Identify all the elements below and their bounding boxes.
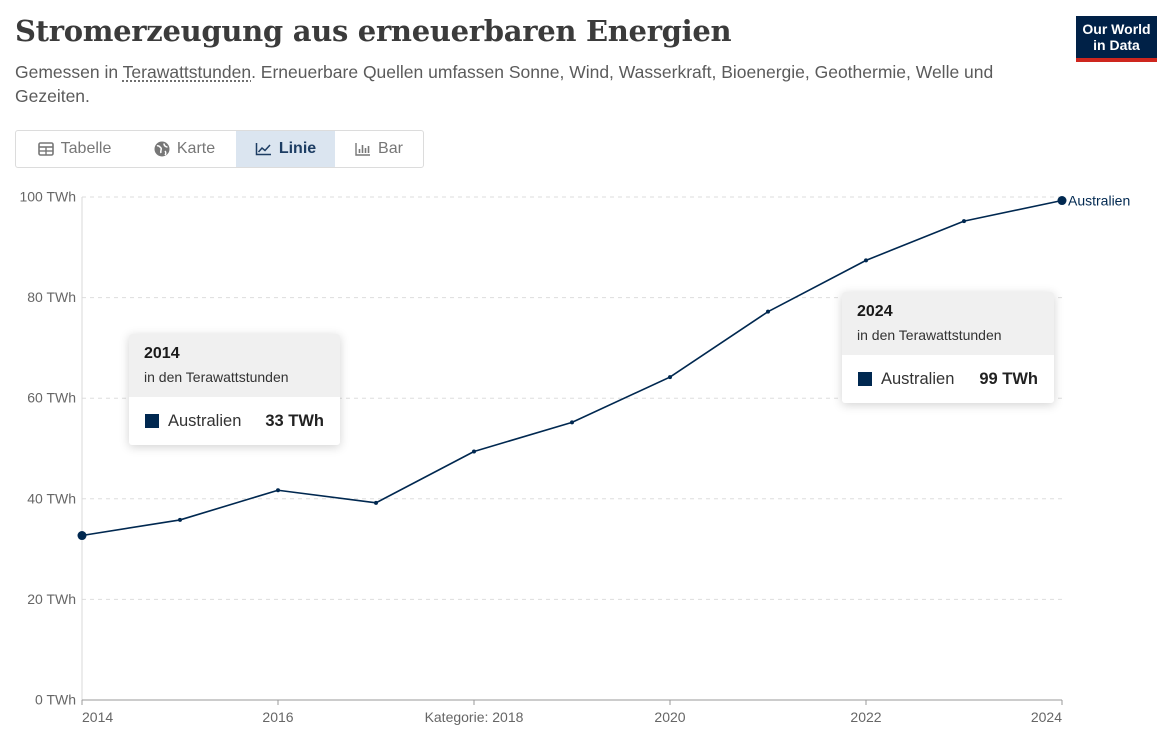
x-tick-label: 2016: [262, 709, 293, 725]
x-tick-label: Kategorie: 2018: [425, 709, 524, 725]
tab-label: Linie: [278, 140, 317, 157]
y-tick-label: 40 TWh: [27, 490, 76, 506]
x-tick-label: 2022: [850, 709, 881, 725]
tooltip-header: 2024 in den Terawattstunden: [842, 292, 1054, 355]
table-icon: [37, 142, 54, 156]
tooltip-header: 2014 in den Terawattstunden: [129, 334, 340, 397]
tooltip-row: Australien 33 TWh: [129, 397, 340, 445]
data-point: [570, 420, 574, 425]
unit-link[interactable]: Terawattstunden: [122, 62, 252, 82]
owid-logo[interactable]: Our World in Data: [1076, 16, 1157, 62]
tab-tabelle[interactable]: Tabelle: [16, 131, 133, 167]
series-swatch: [145, 414, 159, 428]
data-point: [77, 531, 87, 541]
y-tick-label: 20 TWh: [27, 591, 76, 607]
tooltip-value: 33 TWh: [265, 411, 324, 430]
line-chart-icon: [255, 143, 271, 156]
tooltip-row: Australien 99 TWh: [842, 355, 1054, 403]
data-point: [766, 309, 770, 314]
tooltip-value: 99 TWh: [979, 369, 1038, 388]
tab-label: Tabelle: [60, 140, 112, 157]
tab-bar[interactable]: Bar: [335, 131, 423, 167]
data-point: [962, 219, 966, 224]
tooltip-2024: 2024 in den Terawattstunden Australien 9…: [842, 292, 1054, 403]
chart-title: Stromerzeugung aus erneuerbaren Energien: [15, 14, 732, 48]
data-point: [668, 375, 672, 380]
y-tick-label: 80 TWh: [27, 289, 76, 305]
x-tick-label: 2024: [1031, 709, 1062, 725]
chart-type-tabs: Tabelle Karte Linie Bar: [15, 130, 424, 168]
series-end-label: Australien: [1068, 193, 1130, 209]
data-point: [374, 500, 378, 505]
x-tick-label: 2020: [654, 709, 685, 725]
tooltip-year: 2014: [144, 345, 180, 362]
tab-linie[interactable]: Linie: [236, 131, 335, 167]
tab-label: Bar: [378, 140, 403, 157]
tab-label: Karte: [176, 140, 216, 157]
globe-icon: [154, 141, 170, 157]
y-tick-label: 60 TWh: [27, 390, 76, 406]
data-point: [178, 517, 182, 522]
tooltip-unit: in den Terawattstunden: [144, 369, 289, 385]
subtitle-prefix: Gemessen in: [15, 62, 123, 82]
tooltip-year: 2024: [857, 303, 893, 320]
tooltip-entity: Australien: [168, 411, 242, 430]
logo-line-1: Our World: [1082, 21, 1151, 37]
subtitle-suffix: . Erneuerbare Quellen umfassen Sonne, Wi…: [15, 62, 994, 106]
tab-karte[interactable]: Karte: [133, 131, 236, 167]
data-point: [1057, 196, 1067, 206]
data-point: [276, 488, 280, 493]
tooltip-2014: 2014 in den Terawattstunden Australien 3…: [129, 334, 340, 445]
logo-line-2: in Data: [1093, 37, 1140, 53]
series-swatch: [858, 372, 872, 386]
tooltip-entity: Australien: [881, 369, 955, 388]
chart-subtitle: Gemessen in Terawattstunden. Erneuerbare…: [15, 60, 1055, 108]
x-tick-label: 2014: [82, 709, 113, 725]
tooltip-unit: in den Terawattstunden: [857, 327, 1002, 343]
y-tick-label: 100 TWh: [19, 189, 76, 205]
y-tick-label: 0 TWh: [35, 692, 76, 708]
data-point: [864, 258, 868, 263]
data-point: [472, 449, 476, 454]
line-chart[interactable]: 0 TWh 20 TWh 40 TWh 60 TWh 80 TWh 100 TWh 2014…: [0, 180, 1173, 744]
bar-chart-icon: [355, 143, 371, 156]
